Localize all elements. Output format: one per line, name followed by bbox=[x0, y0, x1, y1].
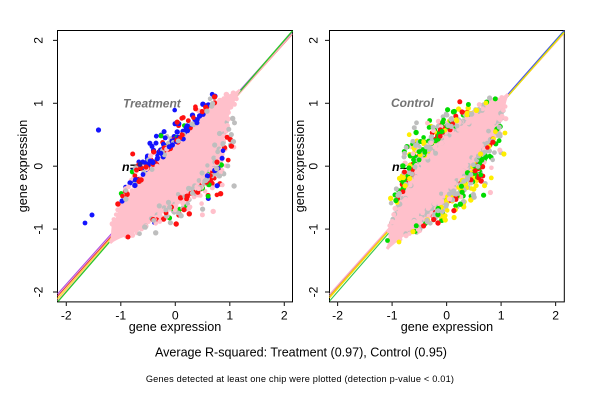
svg-text:Treatment: Treatment bbox=[123, 97, 182, 111]
svg-text:1: 1 bbox=[226, 309, 233, 323]
svg-text:-1: -1 bbox=[387, 309, 398, 323]
svg-text:2: 2 bbox=[32, 37, 46, 44]
svg-text:0: 0 bbox=[443, 309, 450, 323]
svg-text:0: 0 bbox=[306, 163, 320, 170]
svg-text:-2: -2 bbox=[32, 286, 46, 297]
svg-text:2: 2 bbox=[306, 37, 320, 44]
svg-text:-2: -2 bbox=[332, 309, 343, 323]
svg-text:gene expression: gene expression bbox=[16, 120, 30, 212]
svg-text:1: 1 bbox=[498, 309, 505, 323]
svg-text:gene expression: gene expression bbox=[401, 320, 493, 334]
svg-text:0: 0 bbox=[172, 309, 179, 323]
svg-text:Genes detected at least one ch: Genes detected at least one chip were pl… bbox=[146, 374, 454, 384]
svg-text:Average R-squared: Treatment (: Average R-squared: Treatment (0.97), Con… bbox=[155, 346, 447, 360]
svg-text:-2: -2 bbox=[306, 286, 320, 297]
svg-text:2: 2 bbox=[281, 309, 288, 323]
svg-text:0: 0 bbox=[32, 163, 46, 170]
svg-text:gene expression: gene expression bbox=[293, 120, 307, 212]
svg-text:-1: -1 bbox=[115, 309, 126, 323]
svg-text:2: 2 bbox=[552, 309, 559, 323]
svg-text:1: 1 bbox=[306, 100, 320, 107]
svg-text:-1: -1 bbox=[306, 223, 320, 234]
svg-text:-1: -1 bbox=[32, 223, 46, 234]
svg-text:-2: -2 bbox=[61, 309, 72, 323]
svg-text:Control: Control bbox=[391, 96, 434, 110]
svg-text:gene expression: gene expression bbox=[129, 320, 221, 334]
svg-text:1: 1 bbox=[32, 100, 46, 107]
